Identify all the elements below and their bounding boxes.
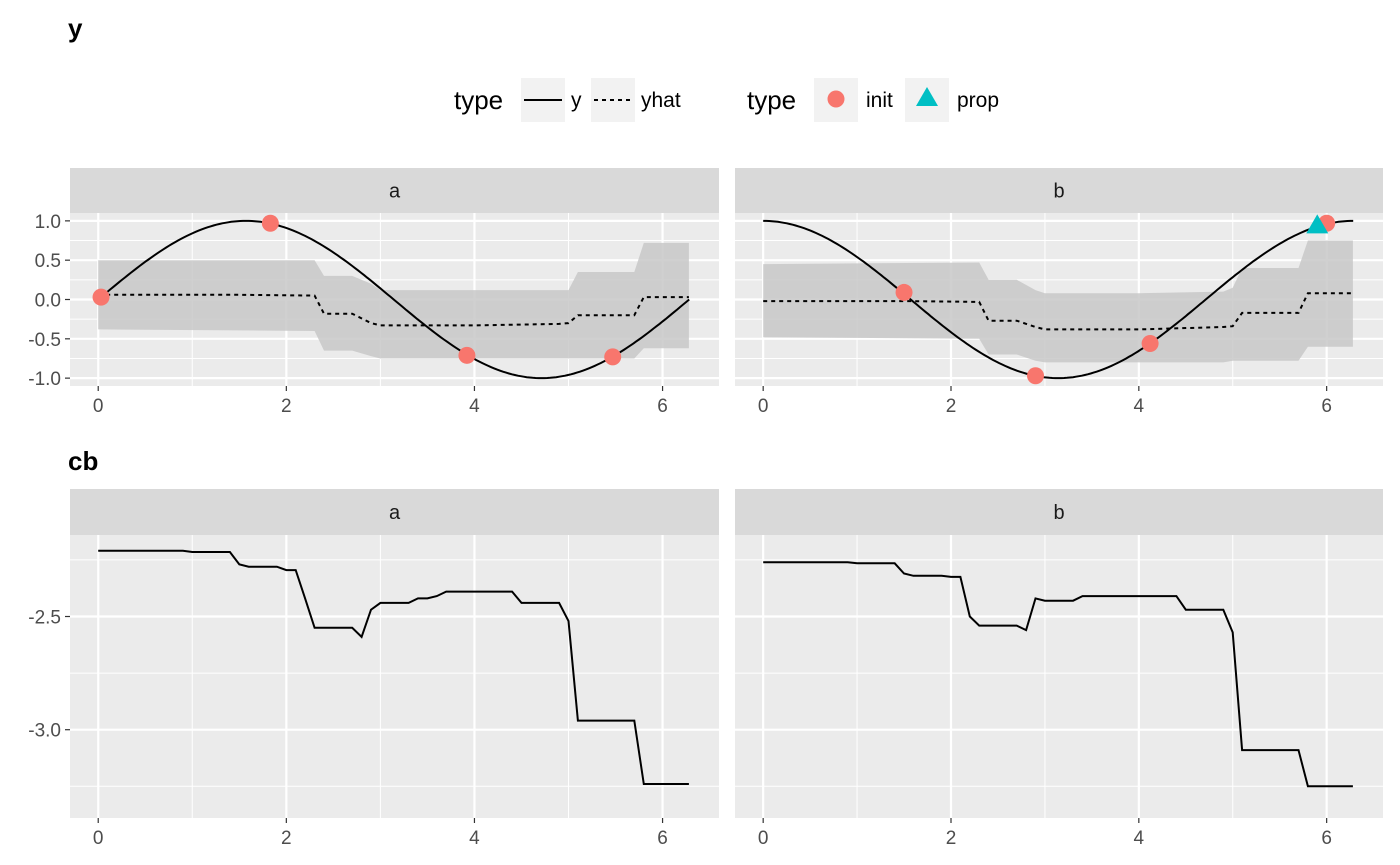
legend-label-init: init [866,89,893,112]
series-y-line [763,219,1354,380]
x-tick-label: 4 [469,396,480,417]
point-init [458,346,476,364]
y-tick-label: -3.0 [28,721,61,742]
facet-strip [70,168,719,213]
panel-y-a: a 0 2 4 6 -1.0 -0.5 0.0 0.5 1.0 [28,168,719,417]
panel-cb-b: b 0 2 4 6 [735,489,1383,849]
panel-background [70,535,719,818]
point-init [604,348,622,366]
y-tick-label: 0.5 [35,251,61,272]
series-cb-line [763,561,1353,788]
x-tick-label: 2 [946,828,957,849]
legend-title-pointtype: type [747,85,796,115]
point-init [1141,335,1159,353]
series-y-line [97,219,690,380]
panel-cb-a: a 0 2 4 6 -3.0 -2.5 [28,489,719,849]
point-prop [1306,214,1329,234]
legend-label-prop: prop [957,89,999,112]
plot-title-cb: cb [68,446,98,476]
legend-key-prop [916,87,938,106]
x-tick-label: 2 [281,828,292,849]
chart-row-cb: a 0 2 4 6 -3.0 -2.5 b 0 2 4 6 [28,489,1383,849]
x-tick-label: 0 [93,828,104,849]
series-yhat-line [98,293,689,327]
facet-strip [70,489,719,535]
point-init [1027,367,1045,385]
plot-title-y: y [68,13,83,43]
x-tick-label: 2 [281,396,292,417]
legend-label-y: y [571,89,582,112]
series-cb-line [98,549,689,785]
point-init [895,283,913,301]
uncertainty-band [98,242,689,359]
uncertainty-band [763,240,1353,363]
y-tick-label: -1.0 [28,369,61,390]
panel-y-b: b 0 2 4 6 [735,168,1383,417]
legend-key-init [827,90,845,108]
facet-label-b: b [1053,181,1064,203]
x-tick-label: 6 [1321,828,1332,849]
x-tick-label: 0 [93,396,104,417]
x-tick-label: 6 [657,828,668,849]
point-init [261,214,279,232]
facet-strip [735,168,1383,213]
y-tick-label: -2.5 [28,608,61,629]
x-tick-label: 0 [758,828,769,849]
x-tick-label: 2 [946,396,957,417]
chart-row-y: a 0 2 4 6 -1.0 -0.5 0.0 0.5 1.0 b 0 2 4 6 [28,168,1383,417]
y-tick-label: -0.5 [28,330,61,351]
panel-background [735,535,1383,818]
point-init [92,288,110,306]
x-tick-label: 0 [758,396,769,417]
facet-label-b: b [1053,502,1064,524]
facet-label-a: a [389,181,401,203]
legend: type y yhat type init prop [454,78,999,122]
x-tick-label: 4 [469,828,480,849]
facet-strip [735,489,1383,535]
x-tick-label: 4 [1134,396,1145,417]
legend-label-yhat: yhat [641,89,681,112]
x-tick-label: 4 [1134,828,1145,849]
series-yhat-line [763,292,1353,331]
x-tick-label: 6 [1321,396,1332,417]
y-tick-label: 0.0 [35,291,61,312]
legend-title-linetype: type [454,85,503,115]
facet-label-a: a [389,502,401,524]
x-tick-label: 6 [657,396,668,417]
y-tick-label: 1.0 [35,212,61,233]
